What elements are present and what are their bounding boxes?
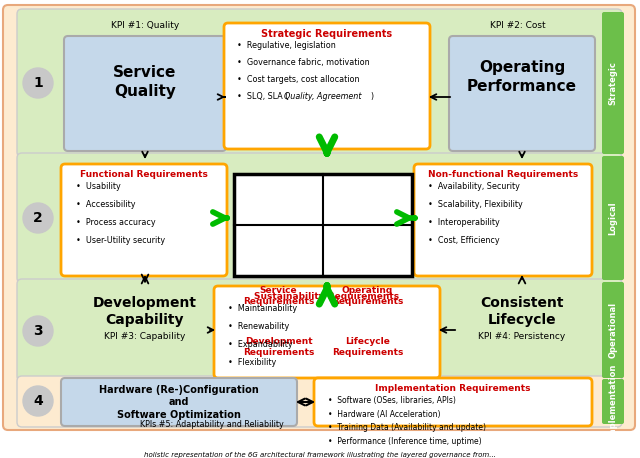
Text: Implementation: Implementation bbox=[609, 364, 618, 439]
Text: •  Regulative, legislation: • Regulative, legislation bbox=[237, 41, 336, 50]
Text: ): ) bbox=[370, 92, 373, 101]
Text: •  User-Utility security: • User-Utility security bbox=[76, 236, 165, 245]
FancyBboxPatch shape bbox=[602, 379, 624, 424]
Text: •  Availability, Security: • Availability, Security bbox=[428, 182, 520, 191]
FancyBboxPatch shape bbox=[602, 282, 624, 378]
Text: Operational: Operational bbox=[609, 302, 618, 358]
FancyBboxPatch shape bbox=[17, 9, 622, 157]
Text: Operating
Performance: Operating Performance bbox=[467, 60, 577, 93]
Text: Implementation Requirements: Implementation Requirements bbox=[375, 384, 531, 393]
FancyBboxPatch shape bbox=[234, 174, 412, 276]
Text: •  Training Data (Availability and update): • Training Data (Availability and update… bbox=[328, 423, 486, 432]
Text: 3: 3 bbox=[33, 324, 43, 338]
Text: •  Flexibility: • Flexibility bbox=[228, 358, 276, 367]
Text: Strategic Requirements: Strategic Requirements bbox=[261, 29, 392, 39]
Circle shape bbox=[23, 68, 53, 98]
Text: KPI #2: Cost: KPI #2: Cost bbox=[490, 21, 546, 30]
Text: •  Hardware (AI Acceleration): • Hardware (AI Acceleration) bbox=[328, 409, 440, 419]
FancyBboxPatch shape bbox=[17, 376, 622, 427]
Text: KPI #4: Persistency: KPI #4: Persistency bbox=[478, 332, 566, 341]
Circle shape bbox=[23, 316, 53, 346]
FancyBboxPatch shape bbox=[449, 36, 595, 151]
Circle shape bbox=[23, 203, 53, 233]
Text: Consistent
Lifecycle: Consistent Lifecycle bbox=[480, 296, 564, 327]
Text: •  Accessibility: • Accessibility bbox=[76, 200, 136, 209]
Text: Logical: Logical bbox=[609, 201, 618, 235]
Text: •  SLQ, SLA (: • SLQ, SLA ( bbox=[237, 92, 288, 101]
Text: Sustainability Requirements: Sustainability Requirements bbox=[255, 292, 399, 301]
Text: holistic representation of the 6G architectural framework illustrating the layer: holistic representation of the 6G archit… bbox=[144, 452, 496, 458]
Text: •  Cost targets, cost allocation: • Cost targets, cost allocation bbox=[237, 75, 360, 84]
Text: •  Software (OSes, libraries, APIs): • Software (OSes, libraries, APIs) bbox=[328, 396, 456, 405]
Text: •  Maintainability: • Maintainability bbox=[228, 304, 297, 313]
Text: KPI #3: Capability: KPI #3: Capability bbox=[104, 332, 186, 341]
Text: 1: 1 bbox=[33, 76, 43, 90]
Circle shape bbox=[23, 386, 53, 416]
Text: •  Performance (Inference time, uptime): • Performance (Inference time, uptime) bbox=[328, 436, 482, 446]
Text: KPI #1: Quality: KPI #1: Quality bbox=[111, 21, 179, 30]
Text: Service
Requirements: Service Requirements bbox=[243, 286, 314, 306]
Text: Service
Quality: Service Quality bbox=[113, 65, 177, 98]
FancyBboxPatch shape bbox=[602, 12, 624, 154]
Text: Strategic: Strategic bbox=[609, 61, 618, 105]
Text: •  Expandability: • Expandability bbox=[228, 340, 292, 349]
Text: •  Scalability, Flexibility: • Scalability, Flexibility bbox=[428, 200, 523, 209]
Text: Development
Requirements: Development Requirements bbox=[243, 337, 314, 357]
Text: KPIs #5: Adaptability and Reliability: KPIs #5: Adaptability and Reliability bbox=[140, 420, 284, 429]
Text: Hardware (Re-)Configuration
and
Software Optimization: Hardware (Re-)Configuration and Software… bbox=[99, 385, 259, 420]
Text: Operating
Requirements: Operating Requirements bbox=[332, 286, 403, 306]
FancyBboxPatch shape bbox=[602, 156, 624, 280]
FancyBboxPatch shape bbox=[3, 5, 635, 430]
Text: •  Cost, Efficiency: • Cost, Efficiency bbox=[428, 236, 500, 245]
FancyBboxPatch shape bbox=[61, 378, 297, 426]
FancyBboxPatch shape bbox=[414, 164, 592, 276]
Text: •  Usability: • Usability bbox=[76, 182, 121, 191]
Text: Development
Capability: Development Capability bbox=[93, 296, 197, 327]
FancyBboxPatch shape bbox=[214, 286, 440, 378]
Text: 4: 4 bbox=[33, 394, 43, 408]
Text: Lifecycle
Requirements: Lifecycle Requirements bbox=[332, 337, 403, 357]
FancyBboxPatch shape bbox=[17, 153, 622, 283]
FancyBboxPatch shape bbox=[17, 279, 622, 381]
Text: •  Process accuracy: • Process accuracy bbox=[76, 218, 156, 227]
FancyBboxPatch shape bbox=[64, 36, 226, 151]
Text: Functional Requirements: Functional Requirements bbox=[80, 170, 208, 179]
Text: Quality, Agreement: Quality, Agreement bbox=[284, 92, 362, 101]
FancyBboxPatch shape bbox=[224, 23, 430, 149]
Text: 2: 2 bbox=[33, 211, 43, 225]
Text: •  Renewability: • Renewability bbox=[228, 322, 289, 331]
FancyBboxPatch shape bbox=[314, 378, 592, 426]
Text: •  Governance fabric, motivation: • Governance fabric, motivation bbox=[237, 58, 370, 67]
Text: Non-functional Requirements: Non-functional Requirements bbox=[428, 170, 578, 179]
FancyBboxPatch shape bbox=[61, 164, 227, 276]
Text: •  Interoperability: • Interoperability bbox=[428, 218, 500, 227]
